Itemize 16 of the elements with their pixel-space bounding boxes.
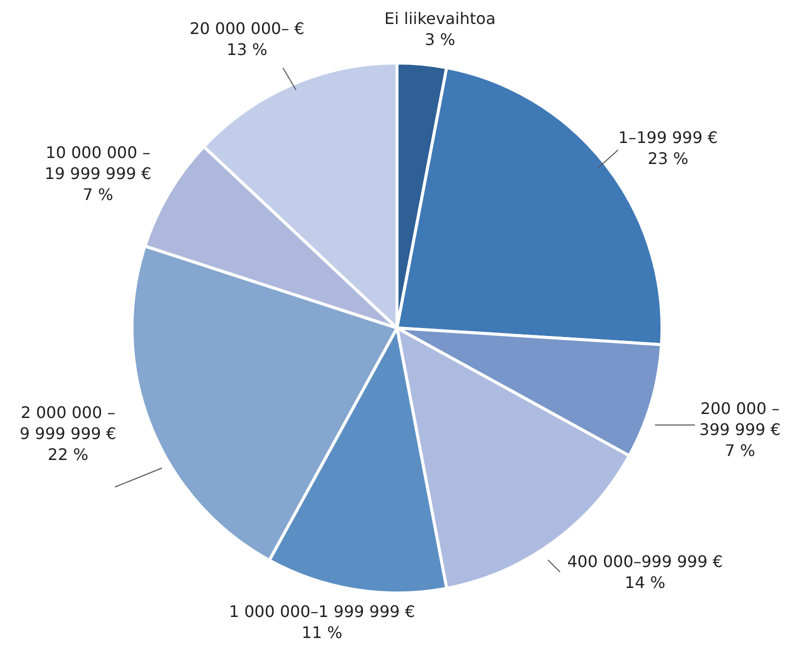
data-label: 22 % bbox=[48, 445, 88, 464]
slice-label: 10 000 000 – 19 999 999 € bbox=[44, 143, 152, 183]
data-label: 13 % bbox=[226, 40, 268, 59]
data-label: 7 % bbox=[724, 441, 756, 460]
data-label: 7 % bbox=[82, 185, 114, 204]
slice-label: 20 000 000– € bbox=[190, 19, 304, 38]
slice-label: 2 000 000 – 9 999 999 € bbox=[20, 403, 116, 443]
data-label: 11 % bbox=[302, 623, 342, 642]
data-label: 14 % bbox=[624, 573, 666, 592]
slice-label: Ei liikevaihtoa bbox=[384, 9, 496, 28]
slice-label: 400 000–999 999 € bbox=[567, 552, 723, 571]
data-label: 3 % bbox=[424, 30, 456, 49]
slice-label: 1–199 999 € bbox=[618, 128, 718, 147]
slice-label: 200 000 – 399 999 € bbox=[699, 399, 781, 439]
data-label: 23 % bbox=[648, 149, 688, 168]
slice-label: 1 000 000–1 999 999 € bbox=[228, 602, 416, 621]
